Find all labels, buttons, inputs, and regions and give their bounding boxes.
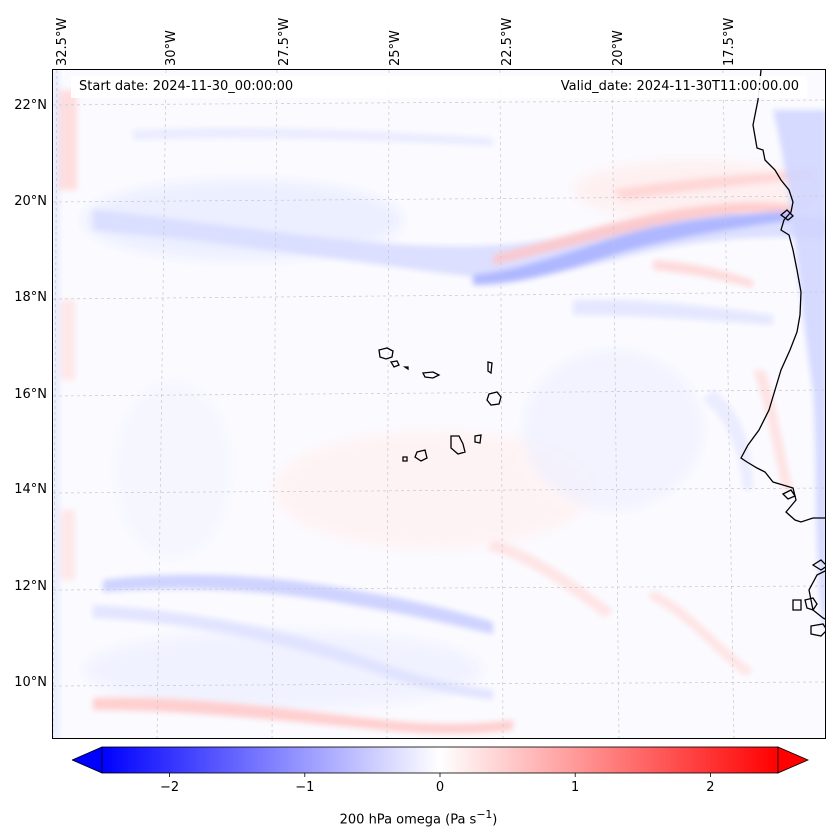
- valid-date-label: Valid_date: 2024-11-30T11:00:00.00: [560, 79, 799, 94]
- graticule: [53, 70, 825, 738]
- colorbar-tickmarks: [169, 773, 711, 777]
- lat-label: 12°N: [14, 579, 47, 594]
- west-africa-coastline: [740, 70, 825, 637]
- colorbar-tick-label: 1: [571, 780, 580, 795]
- date-info-bar: Start date: 2024-11-30_00:00:00 Valid_da…: [71, 76, 807, 98]
- colorbar-title-end: ): [492, 812, 498, 828]
- lat-label: 20°N: [14, 194, 47, 209]
- colorbar-title: 200 hPa omega (Pa s−1): [0, 808, 837, 827]
- colorbar-tick-label: −2: [160, 780, 180, 795]
- colorbar-tick-label: −1: [295, 780, 315, 795]
- lon-label: 32.5°W: [55, 17, 70, 66]
- colorbar-gradient: [101, 746, 779, 774]
- map-panel[interactable]: Start date: 2024-11-30_00:00:00 Valid_da…: [52, 69, 826, 739]
- northern-band: [93, 127, 825, 325]
- left-edge-bands: [53, 70, 77, 738]
- lat-label: 22°N: [14, 98, 47, 113]
- lat-label: 18°N: [14, 290, 47, 305]
- colorbar-extend-low: [72, 746, 103, 774]
- lat-label: 10°N: [14, 675, 47, 690]
- colorbar: [72, 746, 810, 777]
- omega-field: [53, 70, 825, 738]
- lon-label: 20°W: [611, 30, 626, 66]
- colorbar-tick-label: 0: [435, 780, 445, 795]
- lon-label: 30°W: [164, 30, 179, 66]
- coastal-band: [703, 110, 825, 630]
- lon-label: 22.5°W: [500, 17, 515, 66]
- colorbar-title-text: 200 hPa omega (Pa s: [339, 812, 477, 828]
- southern-bands: [93, 540, 753, 734]
- lon-label: 17.5°W: [722, 17, 737, 66]
- colorbar-extend-high: [777, 746, 810, 774]
- colorbar-tick-label: 2: [706, 780, 715, 795]
- lat-label: 14°N: [14, 482, 47, 497]
- colorbar-title-exponent: −1: [476, 808, 493, 821]
- lat-label: 16°N: [14, 387, 47, 402]
- cabo-verde-islands: [378, 347, 502, 462]
- lon-label: 25°W: [388, 30, 403, 66]
- start-date-label: Start date: 2024-11-30_00:00:00: [79, 79, 294, 94]
- lon-label: 27.5°W: [277, 17, 292, 66]
